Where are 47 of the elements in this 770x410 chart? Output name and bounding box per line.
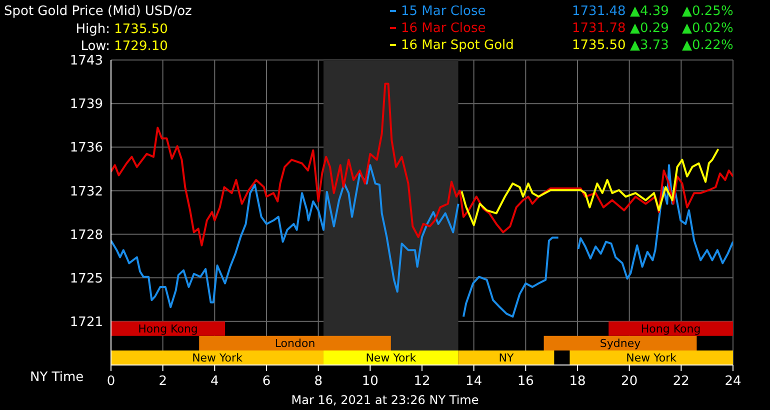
- x-axis-title: NY Time: [30, 370, 84, 385]
- y-tick-label: 1728: [70, 228, 103, 243]
- band-label: New York: [626, 352, 678, 365]
- x-tick-label: 10: [362, 374, 378, 389]
- text: 1731.48: [572, 4, 626, 19]
- x-tick-label: 16: [517, 374, 534, 389]
- x-tick-label: 22: [672, 374, 690, 389]
- y-tick-label: 1732: [70, 184, 103, 200]
- x-tick-label: 18: [569, 374, 586, 389]
- text: Mar 16, 2021 at 23:26 NY Time: [290, 393, 480, 407]
- text: ▲0.22%: [682, 38, 734, 53]
- y-tick-label: 1725: [70, 271, 103, 286]
- x-tick-label: 2: [158, 374, 167, 389]
- text: ▲4.39: [630, 4, 669, 19]
- text: 1735.50: [572, 38, 626, 53]
- band-label: Hong Kong: [640, 322, 701, 336]
- text: ▲3.73: [630, 38, 669, 53]
- band-label: New York: [192, 352, 244, 365]
- legend-label: 15 Mar Close: [401, 4, 486, 19]
- x-tick-label: 6: [262, 374, 271, 389]
- y-tick-label: 1721: [70, 315, 103, 330]
- band-label: Hong Kong: [138, 322, 198, 336]
- band-label: London: [274, 337, 316, 350]
- text: High: 1735.50: [74, 22, 168, 37]
- x-tick-label: 20: [621, 374, 638, 389]
- y-tick-label: 1743: [70, 54, 103, 69]
- y-tick-label: 1739: [70, 97, 103, 112]
- x-tick-label: 0: [106, 374, 116, 389]
- band-label: New York: [366, 352, 417, 365]
- x-tick-label: 14: [466, 374, 482, 389]
- band-label: Sydney: [600, 337, 642, 350]
- text: ▲0.25%: [682, 4, 734, 19]
- x-tick-label: 4: [210, 374, 219, 389]
- line-series: [111, 82, 733, 246]
- legend-label: 16 Mar Spot Gold: [401, 38, 514, 53]
- x-tick-label: 8: [314, 374, 322, 389]
- x-tick-label: 12: [414, 374, 430, 389]
- text: ▲0.02%: [682, 21, 734, 36]
- text: 1731.78: [572, 21, 626, 36]
- chart-title: Spot Gold Price (Mid) USD/oz: [4, 4, 192, 19]
- line-series: [460, 148, 720, 226]
- text: Low: 1729.10: [80, 39, 168, 54]
- band-label: NY: [498, 352, 514, 365]
- text: ▲0.29: [630, 21, 669, 36]
- legend-label: 16 Mar Close: [401, 21, 486, 36]
- y-tick-label: 1736: [70, 140, 103, 156]
- x-tick-label: 24: [724, 374, 742, 389]
